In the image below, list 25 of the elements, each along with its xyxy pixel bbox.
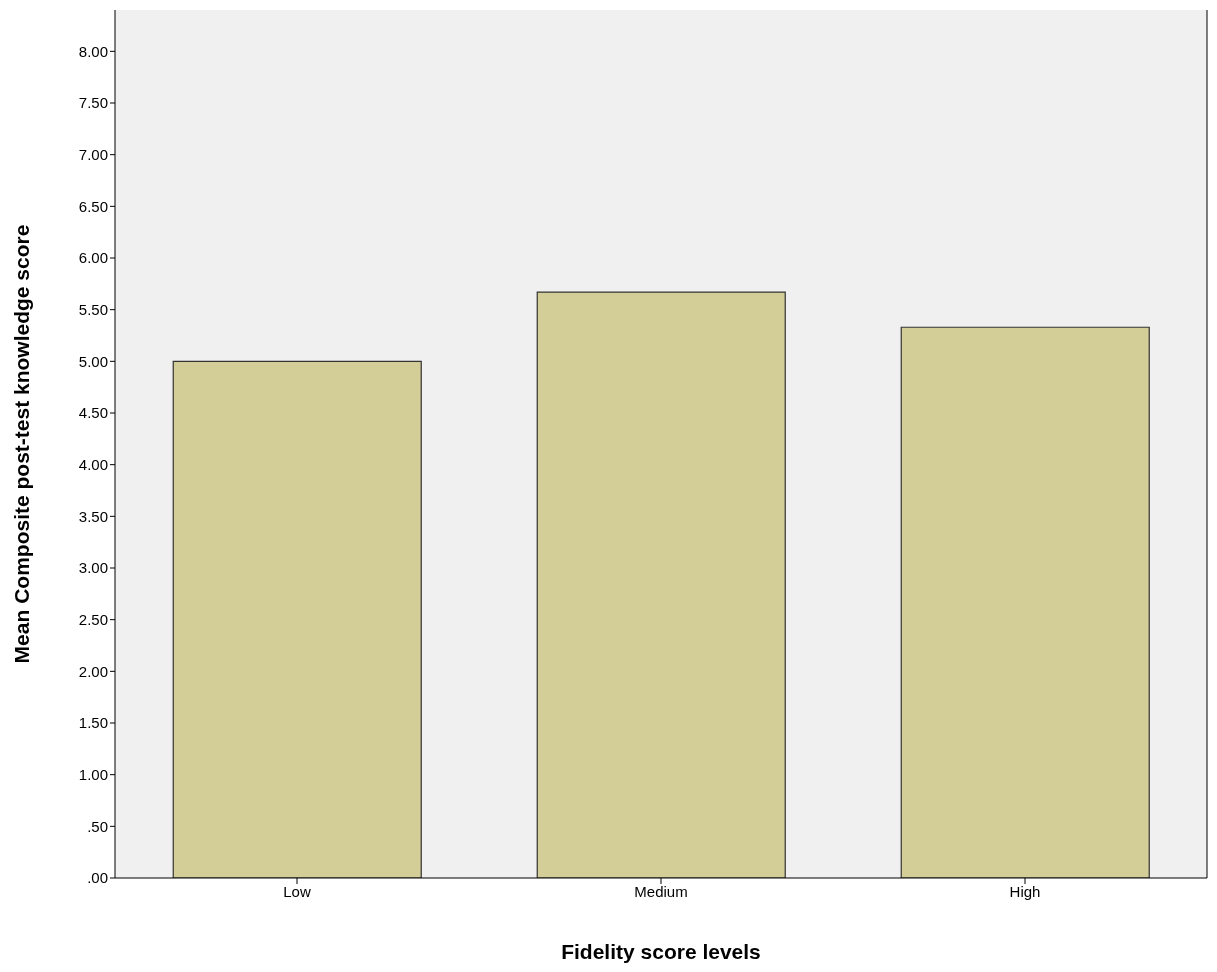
y-tick-label: 5.00 xyxy=(78,352,108,370)
x-axis-title: Fidelity score levels xyxy=(561,940,761,963)
y-tick-label: .50 xyxy=(87,817,108,835)
bar xyxy=(172,360,422,878)
y-tick-label: 7.00 xyxy=(78,145,108,163)
y-axis-title: Mean Composite post-test knowledge score xyxy=(10,224,34,664)
y-tick-label: 7.50 xyxy=(78,94,108,112)
y-tick-label: 3.00 xyxy=(78,559,108,577)
y-tick-label: .00 xyxy=(87,869,108,887)
y-tick-label: 2.50 xyxy=(78,610,108,628)
y-tick-label: 3.50 xyxy=(78,507,108,525)
bar xyxy=(536,291,786,878)
y-tick-label: 4.50 xyxy=(78,404,108,422)
y-tick-label: 5.50 xyxy=(78,300,108,318)
x-tick-label: Medium xyxy=(634,882,688,900)
y-tick-label: 4.00 xyxy=(78,455,108,473)
bar xyxy=(900,326,1150,878)
x-tick-label: High xyxy=(1009,882,1041,900)
y-tick-label: 8.00 xyxy=(78,42,108,60)
y-tick-label: 6.00 xyxy=(78,249,108,267)
y-tick-label: 1.00 xyxy=(78,765,108,783)
y-tick-label: 2.00 xyxy=(78,662,108,680)
y-tick-label: 1.50 xyxy=(78,714,108,732)
y-tick-label: 6.50 xyxy=(78,197,108,215)
x-tick-label: Low xyxy=(283,882,311,900)
